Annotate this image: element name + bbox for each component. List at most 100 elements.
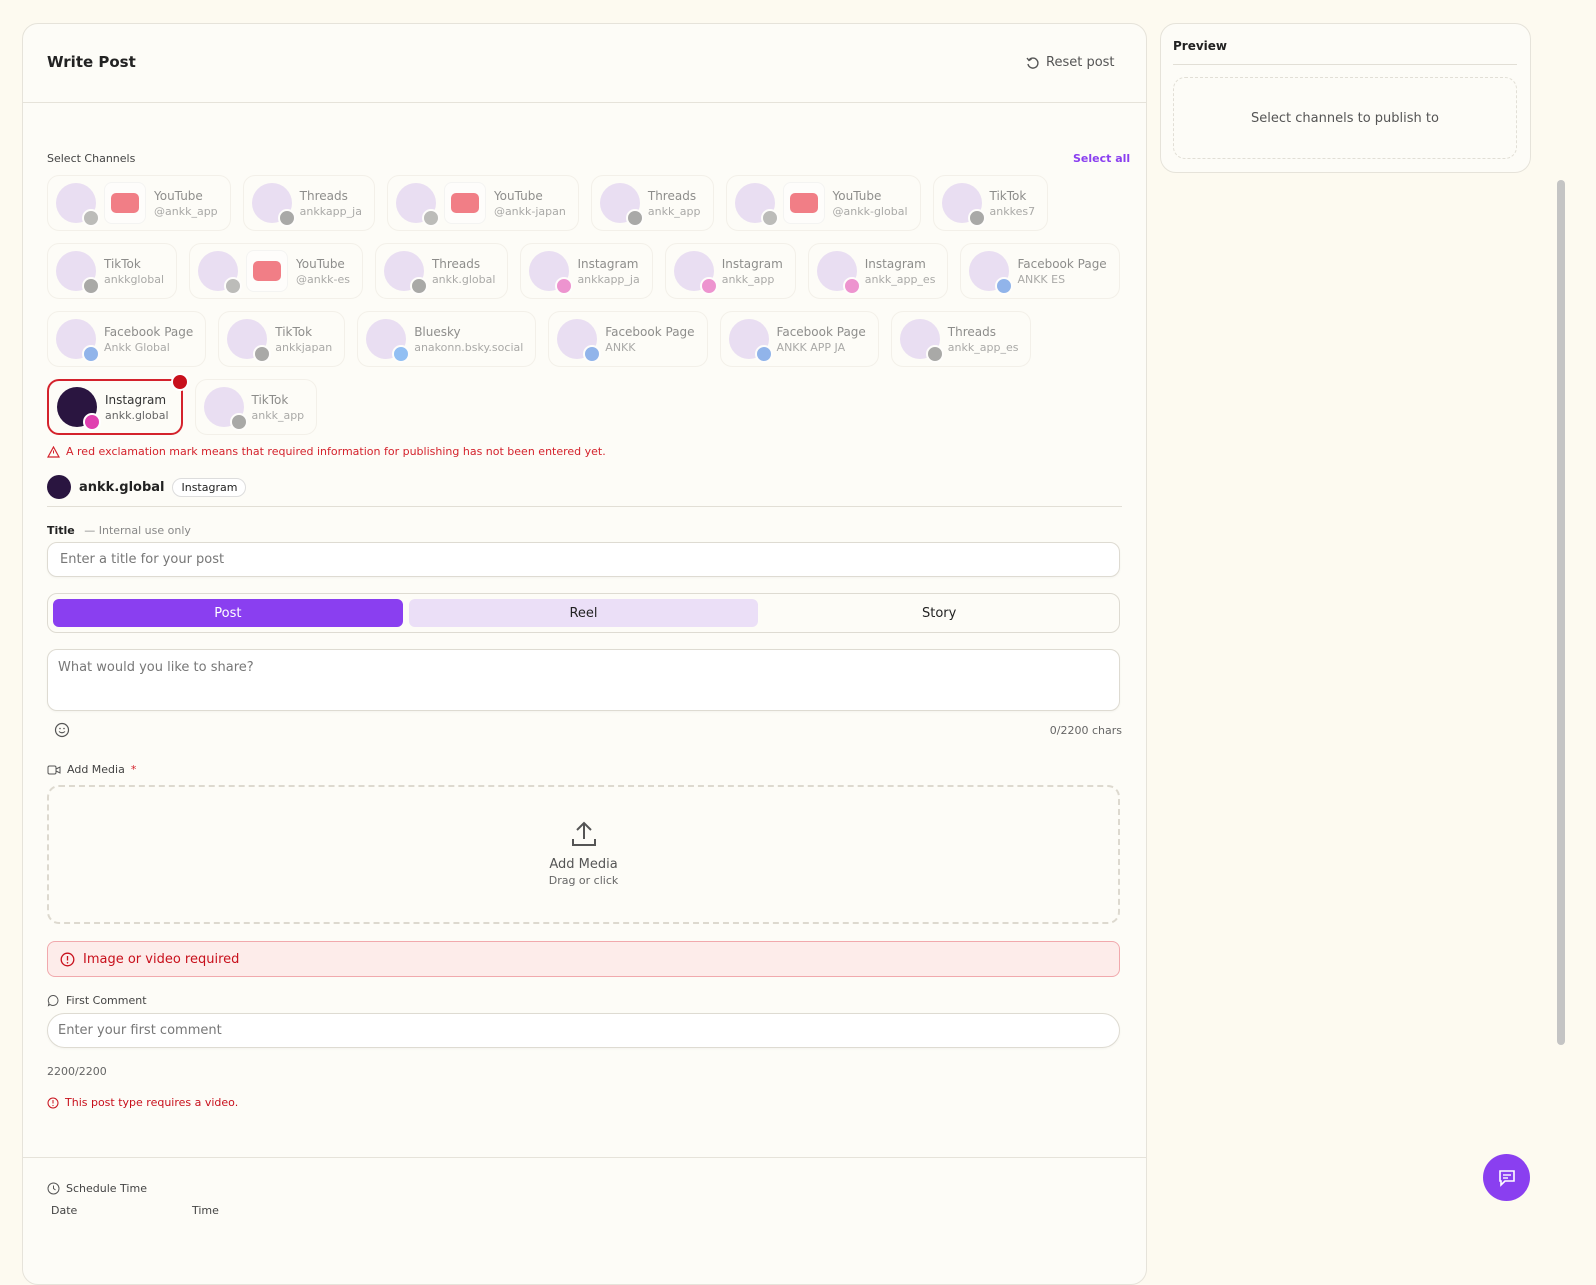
youtube-mark — [789, 193, 818, 213]
channel-list: YouTube @ankk_app Threads ankkapp_ja YouTube… — [47, 175, 1127, 435]
channel-chip[interactable]: TikTok ankk_app — [194, 379, 318, 435]
channel-chip[interactable]: Threads ankk_app — [590, 175, 714, 231]
media-error-text: Image or video required — [83, 951, 240, 967]
channel-handle: ankk_app_es — [864, 272, 936, 286]
channel-avatar — [366, 319, 411, 363]
platform-badge — [82, 277, 100, 295]
chat-button[interactable] — [1483, 1154, 1530, 1201]
select-all[interactable]: Select all — [1073, 152, 1131, 165]
title-placeholder: Enter a title for your post — [60, 552, 225, 567]
platform-badge — [754, 345, 773, 363]
date-label: Date — [51, 1204, 78, 1217]
alert-dot — [170, 373, 189, 391]
channel-chip[interactable]: TikTok ankkglobal — [47, 243, 178, 299]
channel-chip[interactable]: Bluesky anakonn.bsky.social — [357, 311, 537, 367]
channel-chip[interactable]: YouTube @ankk-global — [725, 175, 921, 231]
channel-platform: Instagram — [721, 256, 783, 271]
channel-text: Facebook Page ANKK APP JA — [777, 325, 866, 354]
dropzone-sub: Drag or click — [548, 874, 619, 887]
channel-handle: ankk_app — [721, 272, 775, 286]
header-title: Write Post — [47, 53, 136, 71]
channel-chip[interactable]: Instagram ankk_app_es — [807, 243, 949, 299]
tab[interactable]: Post — [53, 599, 403, 627]
scrollbar — [1557, 180, 1565, 1045]
channel-avatar — [198, 251, 243, 295]
channel-chip[interactable]: Instagram ankk_app — [664, 243, 796, 299]
channel-text: TikTok ankkjapan — [275, 325, 332, 354]
editor-card: Write Post Reset post Select Channels Se… — [22, 23, 1147, 1285]
channel-chip[interactable]: Facebook Page Ankk Global — [47, 311, 207, 367]
chat-icon — [1498, 1169, 1515, 1187]
platform-badge — [83, 413, 101, 431]
platform-badge — [224, 277, 243, 295]
channel-handle: @ankk-japan — [493, 204, 566, 218]
channel-platform: YouTube — [493, 188, 543, 203]
comment-icon — [47, 994, 59, 1007]
channel-text: Instagram ankk_app — [722, 257, 783, 286]
preview-title: Preview — [1173, 39, 1228, 53]
divider — [1173, 64, 1517, 65]
youtube-mark — [111, 193, 139, 213]
channel-avatar — [56, 319, 100, 363]
channel-text: YouTube @ankk-es — [296, 257, 350, 286]
channel-platform: Threads — [947, 324, 997, 339]
first-comment-counter: 2200/2200 — [47, 1065, 107, 1078]
channel-handle: ankkes7 — [989, 204, 1036, 218]
tab[interactable]: Story — [922, 605, 957, 621]
selected-channel: ankk.global Instagram — [47, 475, 247, 499]
channel-chip[interactable]: TikTok ankkes7 — [932, 175, 1049, 231]
channel-avatar — [395, 183, 440, 227]
platform-badge — [583, 345, 602, 363]
channel-handle: ANKK — [605, 340, 636, 354]
title-label: Title — Internal use only — [47, 524, 191, 537]
channel-chip[interactable]: Threads ankk_app_es — [890, 311, 1032, 367]
channel-chip[interactable]: Facebook Page ANKK ES — [960, 243, 1120, 299]
title-input[interactable]: Enter a title for your post — [47, 542, 1120, 577]
platform-badge — [760, 209, 779, 227]
page: {"header":{"title":"Write Post","reset":… — [22, 23, 1565, 1285]
channel-text: Threads ankk.global — [432, 257, 496, 286]
channel-avatar — [557, 319, 602, 363]
channel-platform: YouTube — [154, 188, 203, 203]
content-input[interactable]: What would you like to share? — [47, 649, 1120, 711]
channel-avatar — [728, 319, 773, 363]
video-icon — [47, 765, 61, 774]
channel-text: Threads ankk_app_es — [948, 325, 1019, 354]
media-dropzone[interactable]: Add Media Drag or click — [47, 785, 1120, 924]
channel-text: Facebook Page ANKK ES — [1017, 257, 1106, 286]
channel-platform: YouTube — [296, 256, 345, 271]
emoji-button[interactable] — [54, 722, 70, 738]
youtube-logo — [782, 182, 825, 224]
channel-chip[interactable]: YouTube @ankk_app — [47, 175, 231, 231]
channel-platform: Threads — [647, 188, 697, 203]
channel-chip[interactable]: Facebook Page ANKK — [548, 311, 708, 367]
channel-chip[interactable]: Threads ankk.global — [374, 243, 509, 299]
channel-chip[interactable]: Threads ankkapp_ja — [242, 175, 375, 231]
preview-card: Preview Select channels to publish to — [1160, 23, 1531, 173]
channel-chip[interactable]: YouTube @ankk-es — [189, 243, 363, 299]
first-comment-input[interactable]: Enter your first comment — [47, 1013, 1120, 1048]
channel-text: Instagram ankk_app_es — [865, 257, 936, 286]
channel-chip[interactable]: Facebook Page ANKK APP JA — [719, 311, 879, 367]
channel-chip[interactable]: TikTok ankkjapan — [218, 311, 346, 367]
upload-icon — [571, 821, 596, 846]
youtube-mark — [450, 193, 479, 213]
channel-avatar — [203, 387, 248, 431]
channel-handle: @ankk_app — [154, 204, 218, 218]
dropzone-title: Add Media — [549, 857, 618, 872]
platform-badge — [925, 345, 944, 363]
content-placeholder: What would you like to share? — [58, 660, 254, 675]
youtube-logo — [104, 182, 146, 224]
schedule-label: Schedule Time — [47, 1182, 147, 1195]
reset-button[interactable]: Reset post — [1026, 55, 1115, 70]
channel-platform: Facebook Page — [104, 324, 194, 339]
channel-chip[interactable]: YouTube @ankk-japan — [386, 175, 579, 231]
channel-chip[interactable]: Instagram ankk.global — [47, 373, 189, 435]
platform-badge — [277, 209, 296, 227]
channel-handle: anakonn.bsky.social — [414, 340, 524, 354]
platform-badge — [421, 209, 440, 227]
tab[interactable]: Reel — [408, 599, 759, 627]
channel-chip[interactable]: Instagram ankkapp_ja — [520, 243, 653, 299]
first-comment-placeholder: Enter your first comment — [58, 1023, 222, 1038]
platform-badge — [995, 277, 1014, 295]
